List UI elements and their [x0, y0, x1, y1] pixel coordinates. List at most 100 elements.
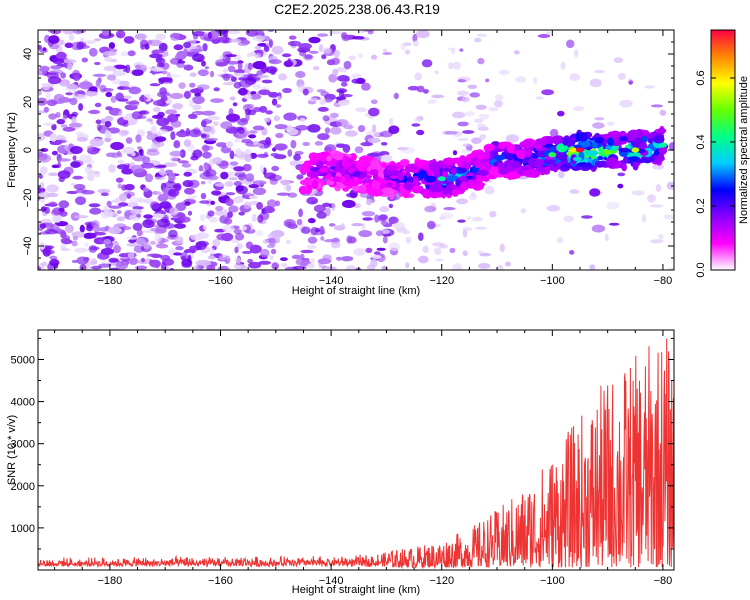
noise-blob	[192, 104, 202, 111]
signal-blob	[432, 168, 438, 173]
noise-blob	[79, 154, 93, 164]
noise-blob	[233, 69, 247, 73]
noise-blob	[308, 36, 321, 44]
signal-blob	[496, 162, 504, 169]
noise-blob	[307, 263, 315, 269]
noise-blob	[48, 172, 58, 177]
noise-blob	[374, 214, 380, 223]
noise-blob	[298, 208, 303, 218]
noise-blob	[93, 231, 106, 236]
noise-blob	[38, 174, 43, 179]
signal-blob	[517, 170, 524, 176]
noise-blob	[229, 150, 235, 160]
signal-blob	[636, 131, 643, 138]
noise-blob	[171, 120, 182, 128]
noise-blob	[461, 96, 470, 103]
noise-blob	[234, 232, 245, 241]
noise-blob	[161, 70, 168, 75]
noise-blob	[94, 61, 101, 66]
noise-blob	[189, 72, 197, 77]
noise-blob	[98, 237, 106, 241]
noise-blob	[228, 177, 238, 181]
noise-blob	[208, 216, 218, 223]
noise-blob	[537, 34, 551, 38]
signal-blob	[370, 159, 380, 168]
noise-blob	[281, 263, 288, 268]
noise-blob	[51, 150, 58, 156]
noise-blob	[167, 188, 180, 197]
noise-blob	[115, 177, 124, 183]
noise-blob	[316, 211, 327, 219]
signal-blob	[339, 175, 346, 184]
noise-blob	[151, 141, 161, 150]
noise-blob	[416, 30, 430, 39]
noise-blob	[269, 255, 274, 260]
noise-blob	[475, 104, 487, 110]
noise-blob	[241, 250, 253, 254]
noise-blob	[452, 111, 466, 119]
noise-blob	[49, 65, 62, 70]
noise-blob	[169, 150, 184, 157]
x-tick-label: −100	[540, 275, 565, 287]
signal-blob	[578, 132, 589, 142]
spectrogram-x-label: Height of straight line (km)	[292, 285, 420, 297]
noise-blob	[268, 91, 279, 98]
noise-blob	[317, 133, 330, 141]
noise-blob	[206, 264, 216, 270]
noise-blob	[192, 95, 205, 105]
noise-blob	[95, 79, 101, 88]
noise-blob	[372, 124, 377, 133]
noise-blob	[393, 92, 399, 100]
noise-blob	[172, 184, 181, 189]
noise-blob	[336, 256, 343, 261]
noise-blob	[186, 182, 192, 187]
noise-blob	[225, 141, 234, 149]
noise-blob	[169, 92, 184, 100]
noise-blob	[628, 78, 633, 82]
noise-blob	[443, 207, 456, 211]
noise-blob	[125, 137, 133, 144]
noise-blob	[238, 77, 247, 81]
noise-blob	[400, 42, 406, 50]
noise-blob	[214, 183, 228, 187]
noise-blob	[644, 85, 655, 89]
noise-blob	[104, 121, 112, 128]
noise-blob	[265, 110, 273, 115]
noise-blob	[113, 64, 126, 70]
signal-blob	[446, 175, 460, 182]
noise-blob	[413, 117, 422, 123]
noise-blob	[58, 200, 70, 209]
noise-blob	[169, 207, 179, 216]
noise-blob	[56, 51, 67, 60]
noise-blob	[72, 175, 84, 180]
noise-blob	[337, 100, 350, 106]
noise-blob	[51, 123, 57, 131]
signal-blob	[560, 164, 570, 170]
noise-blob	[299, 117, 306, 122]
noise-blob	[89, 138, 104, 147]
noise-blob	[380, 142, 388, 146]
noise-blob	[271, 98, 278, 106]
noise-blob	[183, 41, 192, 49]
noise-blob	[389, 117, 394, 126]
noise-blob	[251, 213, 257, 223]
noise-blob	[52, 139, 66, 144]
noise-blob	[59, 210, 68, 217]
noise-blob	[139, 148, 144, 156]
noise-blob	[374, 251, 381, 255]
noise-blob	[42, 248, 51, 257]
noise-blob	[130, 208, 143, 215]
noise-blob	[504, 261, 511, 267]
signal-blob	[373, 174, 379, 181]
noise-blob	[238, 79, 253, 88]
signal-blob	[369, 169, 379, 176]
noise-blob	[73, 75, 81, 82]
noise-blob	[71, 259, 78, 264]
noise-blob	[183, 139, 192, 148]
noise-blob	[498, 69, 510, 75]
noise-blob	[366, 152, 381, 157]
noise-blob	[328, 31, 342, 35]
noise-blob	[413, 40, 419, 47]
noise-blob	[210, 70, 214, 78]
noise-blob	[106, 200, 112, 207]
